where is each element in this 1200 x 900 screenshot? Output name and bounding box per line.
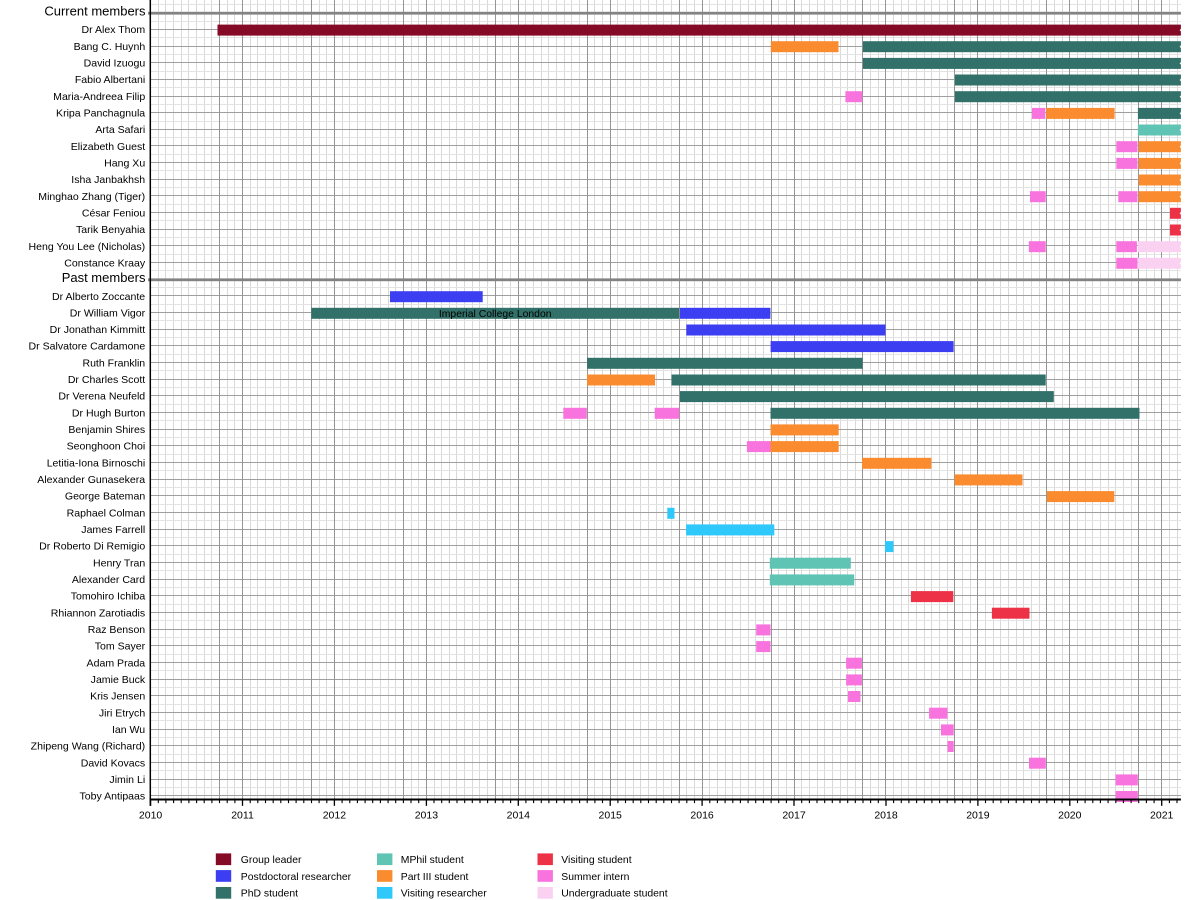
svg-text:Rhiannon Zarotiadis: Rhiannon Zarotiadis: [51, 607, 145, 619]
svg-text:Letitia-Iona Birnoschi: Letitia-Iona Birnoschi: [47, 457, 146, 469]
svg-text:Tarik Benyahia: Tarik Benyahia: [76, 224, 145, 236]
svg-text:Tomohiro Ichiba: Tomohiro Ichiba: [71, 591, 146, 603]
svg-text:Toby Antipaas: Toby Antipaas: [80, 791, 146, 803]
svg-text:PhD student: PhD student: [241, 889, 298, 900]
svg-text:2020: 2020: [1058, 810, 1082, 822]
svg-text:Alexander Card: Alexander Card: [72, 574, 145, 586]
svg-text:Dr Verena Neufeld: Dr Verena Neufeld: [58, 391, 145, 403]
svg-text:Summer intern: Summer intern: [561, 872, 629, 883]
svg-text:2014: 2014: [507, 810, 531, 822]
svg-text:Postdoctoral researcher: Postdoctoral researcher: [241, 872, 352, 883]
svg-text:2016: 2016: [690, 810, 714, 822]
svg-text:Ian Wu: Ian Wu: [112, 724, 145, 736]
svg-text:Jimin Li: Jimin Li: [109, 774, 145, 786]
svg-text:David Kovacs: David Kovacs: [81, 757, 145, 769]
svg-text:Dr Roberto Di Remigio: Dr Roberto Di Remigio: [39, 541, 145, 553]
svg-text:2017: 2017: [782, 810, 806, 822]
svg-text:Group leader: Group leader: [241, 855, 302, 866]
svg-text:Dr William Vigor: Dr William Vigor: [70, 307, 146, 319]
svg-text:Bang C. Huynh: Bang C. Huynh: [74, 41, 146, 53]
svg-text:Raphael Colman: Raphael Colman: [67, 507, 146, 519]
svg-text:Henry Tran: Henry Tran: [93, 557, 145, 569]
svg-text:Past members: Past members: [62, 270, 146, 285]
svg-text:2012: 2012: [323, 810, 347, 822]
svg-text:Dr Charles Scott: Dr Charles Scott: [68, 374, 145, 386]
svg-text:Kripa Panchagnula: Kripa Panchagnula: [56, 108, 145, 120]
svg-text:Benjamin Shires: Benjamin Shires: [68, 424, 145, 436]
svg-text:Tom Sayer: Tom Sayer: [95, 641, 146, 653]
svg-text:Dr Hugh Burton: Dr Hugh Burton: [72, 407, 145, 419]
svg-text:Current members: Current members: [44, 4, 146, 19]
svg-text:Raz Benson: Raz Benson: [88, 624, 146, 636]
svg-text:Dr Alberto Zoccante: Dr Alberto Zoccante: [52, 291, 145, 303]
svg-text:Dr Jonathan Kimmitt: Dr Jonathan Kimmitt: [50, 324, 146, 336]
svg-text:Visiting student: Visiting student: [561, 855, 631, 866]
svg-text:2013: 2013: [415, 810, 439, 822]
svg-text:Dr Alex Thom: Dr Alex Thom: [81, 24, 145, 36]
svg-text:2015: 2015: [599, 810, 623, 822]
svg-text:2021: 2021: [1150, 810, 1174, 822]
svg-text:Arta Safari: Arta Safari: [95, 124, 145, 136]
svg-text:MPhil student: MPhil student: [401, 855, 464, 866]
svg-text:Visiting researcher: Visiting researcher: [401, 889, 487, 900]
svg-text:James Farrell: James Farrell: [81, 524, 145, 536]
svg-text:Jiri Etrych: Jiri Etrych: [99, 707, 145, 719]
svg-text:Kris Jensen: Kris Jensen: [90, 691, 145, 703]
svg-text:Part III student: Part III student: [401, 872, 469, 883]
svg-text:Adam Prada: Adam Prada: [87, 657, 146, 669]
svg-text:2019: 2019: [966, 810, 990, 822]
svg-text:Jamie Buck: Jamie Buck: [91, 674, 146, 686]
svg-text:2011: 2011: [231, 810, 254, 822]
svg-text:Fabio Albertani: Fabio Albertani: [75, 74, 145, 86]
svg-text:Constance Kraay: Constance Kraay: [64, 257, 146, 269]
svg-text:Zhipeng Wang (Richard): Zhipeng Wang (Richard): [31, 741, 146, 753]
svg-text:2010: 2010: [139, 810, 163, 822]
svg-text:Seonghoon Choi: Seonghoon Choi: [67, 441, 146, 453]
svg-text:George Bateman: George Bateman: [65, 491, 145, 503]
svg-text:Dr Salvatore Cardamone: Dr Salvatore Cardamone: [29, 341, 146, 353]
svg-text:Heng You Lee (Nicholas): Heng You Lee (Nicholas): [29, 241, 146, 253]
svg-text:Ruth Franklin: Ruth Franklin: [82, 357, 145, 369]
svg-text:Minghao Zhang (Tiger): Minghao Zhang (Tiger): [38, 191, 145, 203]
svg-text:César Feniou: César Feniou: [82, 207, 145, 219]
svg-text:2018: 2018: [874, 810, 898, 822]
svg-text:Isha Janbakhsh: Isha Janbakhsh: [71, 174, 145, 186]
svg-text:Undergraduate student: Undergraduate student: [561, 889, 667, 900]
svg-text:David Izuogu: David Izuogu: [84, 58, 146, 70]
svg-text:Maria-Andreea Filip: Maria-Andreea Filip: [53, 91, 145, 103]
svg-text:Elizabeth Guest: Elizabeth Guest: [71, 141, 146, 153]
svg-text:Alexander Gunasekera: Alexander Gunasekera: [37, 474, 145, 486]
svg-text:Hang Xu: Hang Xu: [104, 158, 145, 170]
svg-text:Imperial College London: Imperial College London: [439, 309, 552, 320]
